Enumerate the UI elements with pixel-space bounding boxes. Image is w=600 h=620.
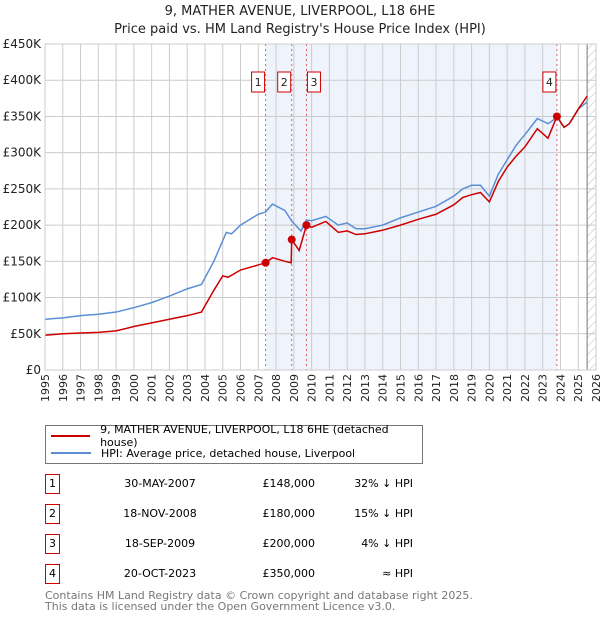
chart-title: 9, MATHER AVENUE, LIVERPOOL, L18 6HE xyxy=(164,4,436,19)
footer-line-2: This data is licensed under the Open Gov… xyxy=(45,600,396,613)
sale-number-badge: 4 xyxy=(45,564,60,584)
sale-hpi-diff: 4% ↓ HPI xyxy=(361,537,413,550)
x-tick-label: 2019 xyxy=(466,374,479,402)
sale-marker-number: 3 xyxy=(310,76,317,89)
y-tick-label: £0 xyxy=(26,363,41,377)
plot-border xyxy=(44,43,597,371)
x-tick-label: 2022 xyxy=(519,374,532,402)
x-tick-label: 2021 xyxy=(501,374,514,402)
x-tick-label: 2011 xyxy=(323,374,336,402)
x-tick-label: 2014 xyxy=(377,374,390,402)
legend-swatch-price xyxy=(51,435,91,437)
legend-label-price: 9, MATHER AVENUE, LIVERPOOL, L18 6HE (de… xyxy=(100,423,389,449)
sale-row: 1 30-MAY-2007 £148,000 32% ↓ HPI xyxy=(45,474,465,494)
forecast-hatch xyxy=(587,44,596,370)
sale-hpi-diff: 15% ↓ HPI xyxy=(354,507,413,520)
sale-row: 3 18-SEP-2009 £200,000 4% ↓ HPI xyxy=(45,534,465,554)
x-tick-label: 2007 xyxy=(252,374,265,402)
legend-swatch-hpi xyxy=(51,452,91,454)
y-tick-label: £350K xyxy=(3,109,43,123)
x-tick-label: 2004 xyxy=(199,374,212,402)
x-tick-label: 2015 xyxy=(394,374,407,402)
y-tick-label: £450K xyxy=(3,37,43,51)
footer-line-1: Contains HM Land Registry data © Crown c… xyxy=(45,589,473,602)
sale-point xyxy=(261,258,270,267)
sale-date: 18-SEP-2009 xyxy=(124,537,196,550)
series-line-hpi-1 xyxy=(44,101,588,321)
x-tick-label: 1997 xyxy=(75,374,88,402)
legend: 9, MATHER AVENUE, LIVERPOOL, L18 6HE (de… xyxy=(45,423,423,464)
x-tick-label: 2017 xyxy=(430,374,443,402)
y-tick-label: £250K xyxy=(3,182,43,196)
x-tick-label: 2005 xyxy=(217,374,230,402)
y-tick-label: £300K xyxy=(3,146,43,160)
sale-point xyxy=(302,221,311,230)
sale-date: 30-MAY-2007 xyxy=(124,477,196,490)
x-tick-label: 2020 xyxy=(483,374,496,402)
sale-price: £180,000 xyxy=(262,507,316,520)
sale-number-badge: 1 xyxy=(45,474,60,494)
sale-point xyxy=(552,112,561,121)
legend-item-price: 9, MATHER AVENUE, LIVERPOOL, L18 6HE (de… xyxy=(46,423,422,449)
x-tick-label: 2010 xyxy=(306,374,319,402)
x-tick-label: 2001 xyxy=(146,374,159,402)
sale-marker-number: 2 xyxy=(281,76,288,89)
sale-hpi-diff: ≈ HPI xyxy=(382,567,413,580)
sale-marker-box xyxy=(542,71,557,93)
x-tick-label: 2013 xyxy=(359,374,372,402)
sale-price: £350,000 xyxy=(262,567,316,580)
chart-subtitle: Price paid vs. HM Land Registry's House … xyxy=(114,22,486,37)
ownership-shading xyxy=(265,44,557,370)
x-tick-label: 2000 xyxy=(128,374,141,402)
x-tick-label: 2006 xyxy=(235,374,248,402)
sale-number-badge: 2 xyxy=(45,504,60,524)
sale-number-badge: 3 xyxy=(45,534,60,554)
x-tick-label: 1995 xyxy=(39,374,52,402)
x-tick-label: 2008 xyxy=(270,374,283,402)
sale-hpi-diff: 32% ↓ HPI xyxy=(354,477,413,490)
legend-item-hpi: HPI: Average price, detached house, Live… xyxy=(46,445,355,461)
sale-marker-number: 4 xyxy=(546,76,553,89)
x-tick-label: 2016 xyxy=(412,374,425,402)
series-line-price-0 xyxy=(44,95,588,336)
sale-row: 4 20-OCT-2023 £350,000 ≈ HPI xyxy=(45,564,465,584)
y-tick-label: £100K xyxy=(3,291,43,305)
x-tick-label: 2002 xyxy=(163,374,176,402)
price-chart: 1995 1996 1997 1998 1999 2000 2001 2002 2003 2004… xyxy=(3,37,600,402)
y-tick-label: £400K xyxy=(3,73,43,87)
x-tick-label: 1996 xyxy=(57,374,70,402)
x-tick-label: 2003 xyxy=(181,374,194,402)
x-tick-label: 1999 xyxy=(110,374,123,402)
sale-price: £200,000 xyxy=(262,537,316,550)
sale-date: 20-OCT-2023 xyxy=(123,567,197,580)
sale-marker-box xyxy=(251,71,266,93)
sale-point xyxy=(287,235,296,244)
y-tick-label: £50K xyxy=(10,327,42,341)
x-tick-label: 2009 xyxy=(288,374,301,402)
y-tick-label: £200K xyxy=(3,218,43,232)
sale-price: £148,000 xyxy=(262,477,316,490)
x-tick-label: 2012 xyxy=(341,374,354,402)
x-tick-label: 2018 xyxy=(448,374,461,402)
x-tick-label: 2025 xyxy=(572,374,585,402)
sale-marker-number: 1 xyxy=(255,76,262,89)
sale-marker-box xyxy=(277,71,292,93)
x-tick-label: 2024 xyxy=(554,374,567,402)
sale-marker-box xyxy=(306,71,321,93)
x-tick-label: 1998 xyxy=(92,374,105,402)
y-tick-label: £150K xyxy=(3,254,43,268)
x-tick-label: 2026 xyxy=(590,374,600,402)
sale-row: 2 18-NOV-2008 £180,000 15% ↓ HPI xyxy=(45,504,465,524)
sale-date: 18-NOV-2008 xyxy=(123,507,197,520)
x-tick-label: 2023 xyxy=(537,374,550,402)
legend-label-hpi: HPI: Average price, detached house, Live… xyxy=(101,446,356,460)
